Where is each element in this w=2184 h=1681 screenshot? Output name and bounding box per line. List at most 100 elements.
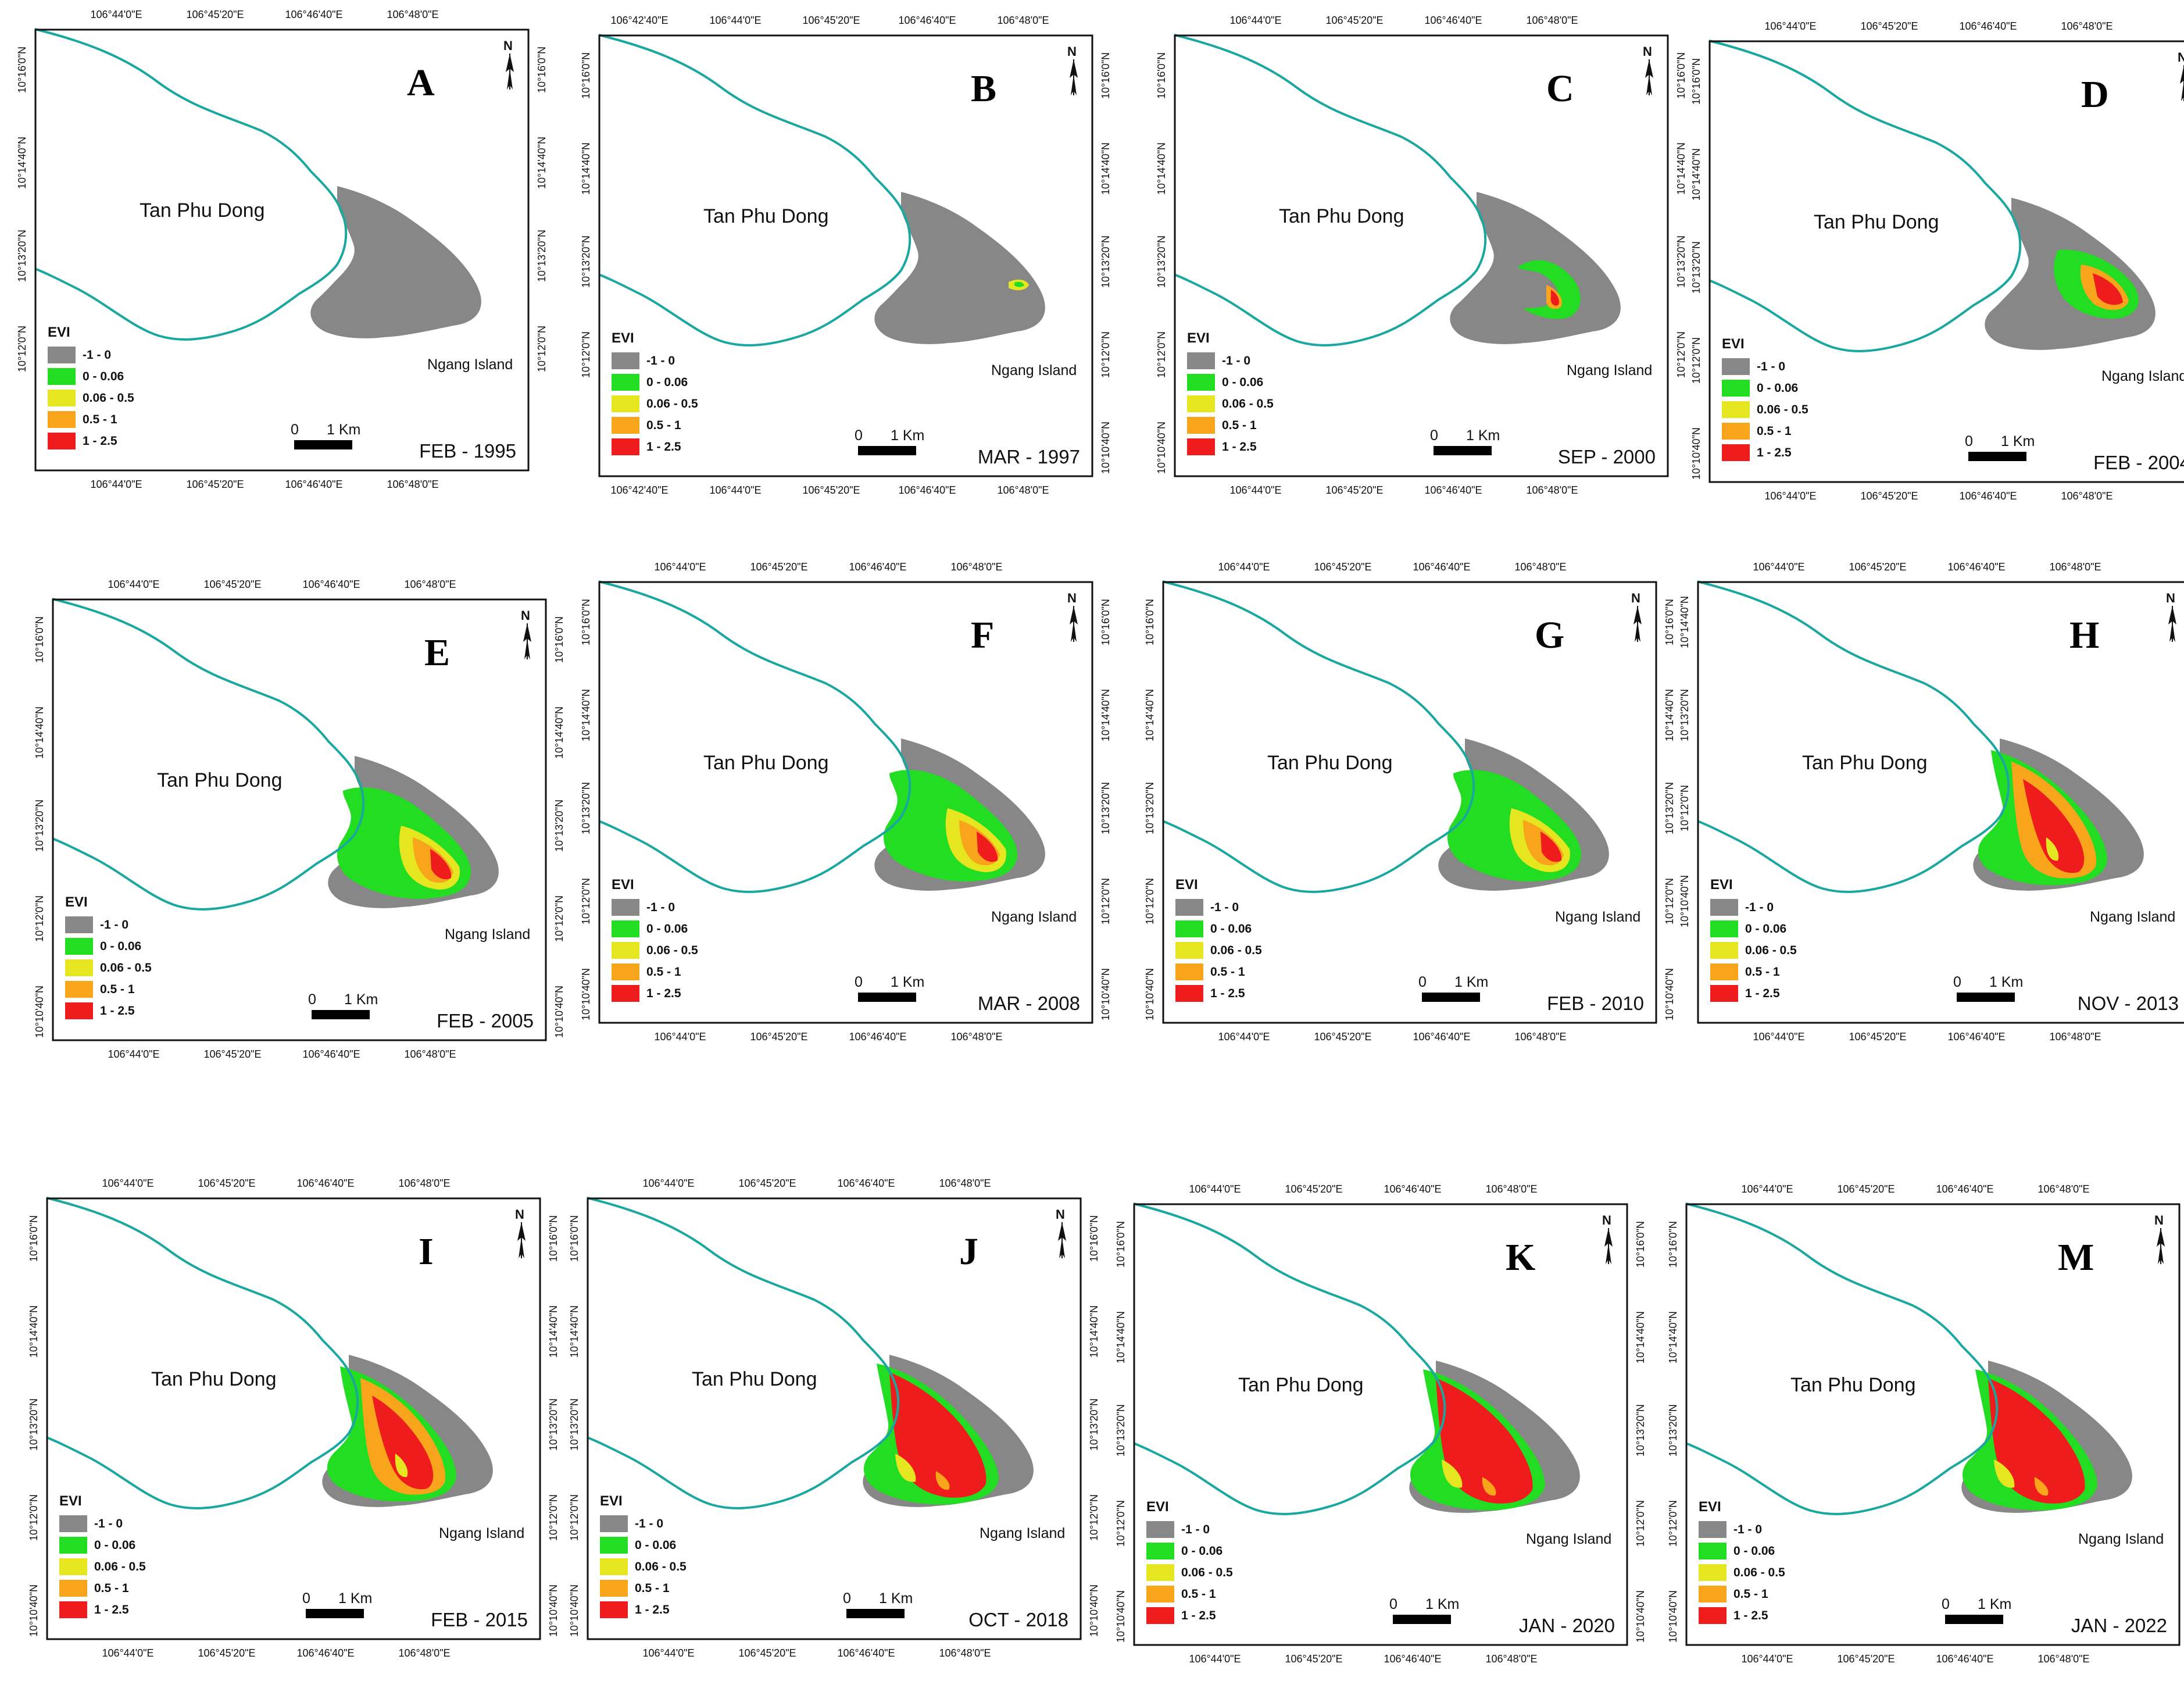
left-coordinate-label: 10°14'40"N	[1115, 1311, 1127, 1364]
scale-bar: 0 1 Km	[308, 991, 389, 1020]
north-arrow-shape	[1604, 1228, 1613, 1264]
legend-row: -1 - 0	[1187, 350, 1274, 372]
legend-title: EVI	[612, 330, 634, 346]
legend-label: -1 - 0	[635, 1516, 664, 1530]
place-label-tan-phu-dong: Tan Phu Dong	[1267, 752, 1393, 774]
legend-label: 0.06 - 0.5	[100, 961, 152, 975]
top-coordinate-label: 106°46'40"E	[1413, 561, 1471, 573]
left-coordinate-label: 10°14'40"N	[1690, 148, 1702, 201]
legend-swatch	[612, 942, 639, 959]
evi-legend: EVI -1 - 0 0 - 0.06 0.06 - 0.5 0.5 - 1 1 - 2.…	[1146, 1500, 1233, 1626]
scale-zero-label: 0	[302, 1590, 310, 1607]
legend-row: 0.06 - 0.5	[1722, 399, 1808, 420]
legend-row: 0.06 - 0.5	[1146, 1562, 1233, 1583]
legend-row: -1 - 0	[48, 344, 134, 366]
map-panel-c: 106°44'0"E 106°45'20"E 106°46'40"E 106°48'0…	[1156, 15, 1687, 495]
legend-label: 0 - 0.06	[646, 375, 688, 389]
right-coordinate-label: 10°10'40"N	[548, 1584, 559, 1637]
legend-swatch	[600, 1537, 628, 1554]
evi-class-patch	[895, 1454, 916, 1482]
legend-row: 1 - 2.5	[1710, 983, 1797, 1004]
map-canvas	[1174, 34, 1669, 477]
place-label-tan-phu-dong: Tan Phu Dong	[1238, 1374, 1364, 1396]
place-label-tan-phu-dong: Tan Phu Dong	[157, 769, 283, 791]
legend-label: 0 - 0.06	[94, 1538, 136, 1552]
right-coordinate-label: 10°12'0"N	[536, 325, 548, 373]
scale-km-label: 1 Km	[1454, 974, 1489, 990]
legend-swatch	[612, 374, 639, 391]
legend-row: -1 - 0	[1146, 1519, 1233, 1540]
map-frame	[52, 598, 547, 1041]
map-date-label: MAR - 2008	[977, 993, 1080, 1014]
top-coordinate-label: 106°45'20"E	[1860, 20, 1918, 32]
legend-swatch	[1146, 1564, 1174, 1581]
evi-class-patch	[1994, 1459, 2015, 1488]
legend-label: -1 - 0	[83, 348, 112, 362]
bottom-coordinate-label: 106°44'0"E	[1741, 1653, 1793, 1665]
legend-row: 0 - 0.06	[600, 1534, 687, 1556]
right-coordinate-label: 10°12'0"N	[553, 895, 565, 943]
coastline	[46, 1197, 359, 1509]
legend-swatch	[600, 1515, 628, 1532]
left-coordinate-label: 10°13'20"N	[16, 229, 28, 283]
right-coordinate-label: 10°12'0"N	[1100, 331, 1111, 379]
legend-swatch	[1710, 963, 1738, 980]
legend-swatch	[1722, 423, 1750, 440]
legend-label: 1 - 2.5	[1181, 1608, 1216, 1622]
legend-swatch	[1722, 380, 1750, 397]
bottom-coordinate-label: 106°44'0"E	[1764, 490, 1817, 502]
top-coordinate-label: 106°48'0"E	[2061, 20, 2113, 32]
evi-legend: EVI -1 - 0 0 - 0.06 0.06 - 0.5 0.5 - 1 1 - 2.…	[1175, 878, 1262, 1004]
bottom-coordinate-label: 106°48'0"E	[404, 1048, 456, 1060]
legend-label: -1 - 0	[1181, 1522, 1210, 1536]
scale-zero-label: 0	[855, 427, 863, 444]
bottom-coordinate-label: 106°44'0"E	[1218, 1031, 1270, 1043]
top-coordinate-label: 106°48'0"E	[997, 15, 1049, 26]
legend-row: 1 - 2.5	[1722, 442, 1808, 463]
legend-swatch	[1175, 920, 1203, 937]
legend-swatch	[612, 920, 639, 937]
island-label-ngang: Ngang Island	[980, 1525, 1066, 1541]
scale-bar-block	[306, 1609, 364, 1618]
left-coordinate-label: 10°10'40"N	[1667, 1590, 1679, 1643]
legend-swatch	[65, 916, 93, 933]
legend-label: 0.06 - 0.5	[1757, 402, 1808, 416]
evi-class-patch	[1540, 831, 1562, 862]
legend-swatch	[65, 959, 93, 976]
legend-label: 0.06 - 0.5	[635, 1559, 687, 1573]
evi-class-patch	[1988, 1378, 2085, 1504]
top-coordinate-label: 106°44'0"E	[1189, 1183, 1241, 1195]
left-coordinate-label: 10°14'40"N	[28, 1305, 40, 1358]
map-frame	[34, 28, 530, 472]
legend-label: 1 - 2.5	[1733, 1608, 1768, 1622]
legend-label: 0 - 0.06	[1181, 1544, 1223, 1558]
legend-row: 0.06 - 0.5	[59, 1556, 146, 1578]
right-coordinate-label: 10°14'40"N	[1635, 1311, 1646, 1364]
legend-label: 0.5 - 1	[646, 418, 681, 432]
legend-row: 0.5 - 1	[600, 1578, 687, 1599]
bottom-coordinate-label: 106°48'0"E	[1514, 1031, 1567, 1043]
map-frame	[46, 1197, 541, 1640]
legend-row: 1 - 2.5	[1187, 436, 1274, 458]
scale-bar: 0 1 Km	[302, 1590, 384, 1619]
legend-label: 1 - 2.5	[83, 434, 117, 448]
legend-swatch	[48, 411, 76, 428]
north-label: N	[2166, 591, 2175, 605]
coastline	[1162, 580, 1475, 893]
map-canvas	[587, 1197, 1082, 1640]
legend-swatch	[600, 1580, 628, 1597]
evi-legend: EVI -1 - 0 0 - 0.06 0.06 - 0.5 0.5 - 1 1 - 2.…	[612, 331, 698, 458]
island-label-ngang: Ngang Island	[991, 909, 1077, 925]
legend-label: 0.5 - 1	[635, 1581, 670, 1595]
north-arrow-shape	[2157, 1228, 2165, 1264]
legend-row: 0.06 - 0.5	[48, 387, 134, 409]
left-coordinate-label: 10°10'40"N	[1115, 1590, 1127, 1643]
north-arrow-shape	[1070, 59, 1078, 95]
map-date-label: JAN - 2022	[2071, 1615, 2167, 1636]
top-coordinate-label: 106°46'40"E	[1936, 1183, 1994, 1195]
north-arrow-icon: N	[1052, 1208, 1072, 1261]
map-panel-f: 106°44'0"E 106°45'20"E 106°46'40"E 106°48'0…	[580, 562, 1111, 1042]
north-label: N	[503, 38, 513, 53]
map-frame	[1708, 40, 2184, 483]
left-coordinate-label: 10°16'0"N	[28, 1215, 40, 1262]
